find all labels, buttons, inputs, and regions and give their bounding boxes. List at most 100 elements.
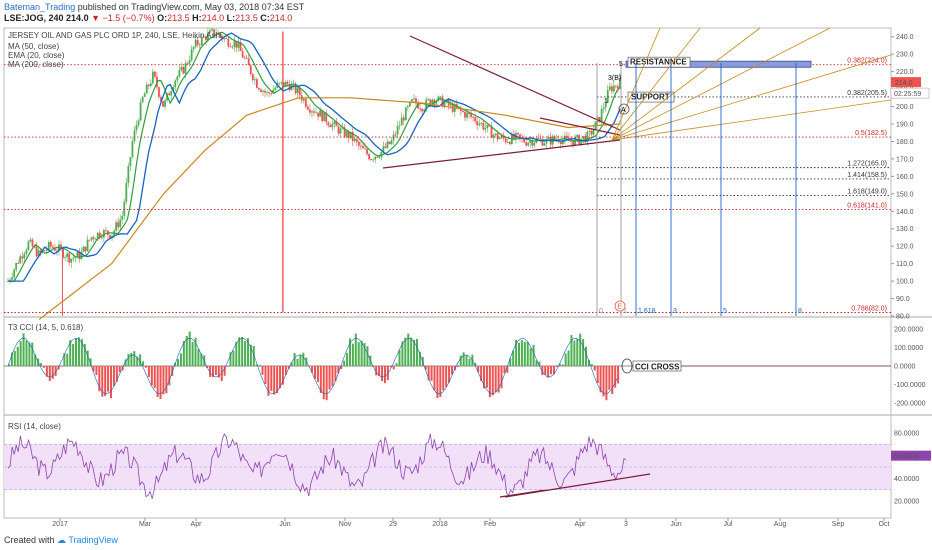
- candle-body: [572, 141, 574, 146]
- candle: [304, 96, 307, 109]
- cci-bar: [302, 352, 305, 366]
- candle: [88, 239, 91, 242]
- candle: [198, 42, 201, 50]
- candle: [19, 253, 22, 265]
- price-tick-label: 200.0: [896, 104, 914, 111]
- cci-bar: [241, 336, 244, 366]
- candle: [321, 109, 324, 123]
- candle: [51, 244, 54, 250]
- candle: [21, 251, 24, 264]
- candle-body: [398, 125, 401, 127]
- legend-rsi[interactable]: RSI (14, close): [8, 422, 61, 431]
- candle-body: [17, 262, 20, 264]
- cci-bar: [165, 366, 168, 394]
- candle-body: [580, 138, 583, 144]
- cci-bar: [576, 339, 579, 366]
- cci-bar: [465, 354, 468, 366]
- price-tick-label: 180.0: [896, 139, 914, 146]
- cci-bar: [139, 354, 142, 366]
- candle-body: [94, 238, 97, 240]
- x-tick-label: Aug: [774, 521, 787, 528]
- legend-ma50[interactable]: MA (50, close): [8, 42, 60, 51]
- cci-bar: [558, 363, 561, 366]
- candle: [278, 82, 281, 86]
- price-tick-label: 90.0: [896, 296, 910, 303]
- candle-body: [229, 46, 232, 48]
- countdown-tag: [890, 87, 930, 99]
- cci-bar: [398, 350, 401, 366]
- legend-ma200[interactable]: MA (200, close): [8, 60, 64, 69]
- candle: [209, 28, 211, 34]
- cci-bar: [19, 341, 22, 366]
- price-tick-label: 160.0: [896, 174, 914, 181]
- author-link[interactable]: Bateman_Trading: [4, 2, 76, 12]
- candle-body: [268, 92, 271, 94]
- candle: [306, 104, 309, 111]
- candle: [190, 45, 193, 62]
- candle-body: [329, 125, 332, 128]
- candle-body: [249, 65, 252, 75]
- candle-body: [351, 131, 354, 142]
- candle: [90, 236, 93, 242]
- candle-body: [372, 159, 375, 161]
- publish-line: Bateman_Trading published on TradingView…: [4, 2, 304, 13]
- created-with-label: Created with: [4, 535, 55, 545]
- price-tick-label: 80.0: [896, 314, 910, 321]
- cci-bar: [92, 366, 95, 372]
- cci-bar: [351, 343, 354, 366]
- candle-body: [223, 38, 226, 40]
- cci-bar: [593, 366, 596, 371]
- cci-bar: [552, 366, 555, 375]
- candle-body: [186, 63, 189, 65]
- cci-bar: [185, 336, 188, 366]
- time-fib-label: 0: [599, 308, 603, 315]
- candle-body: [325, 112, 328, 123]
- candle: [168, 91, 171, 96]
- cci-bar: [147, 366, 150, 377]
- candle: [411, 98, 413, 103]
- cci-bar: [445, 366, 448, 387]
- candle-body: [66, 253, 69, 258]
- ohlc-high-label: H:: [192, 13, 202, 23]
- candle: [523, 135, 526, 144]
- legend-ema20[interactable]: EMA (20, close): [8, 51, 65, 60]
- candle-body: [382, 146, 385, 152]
- candle-body: [278, 82, 281, 84]
- cci-bar: [401, 341, 404, 366]
- candle-body: [464, 112, 466, 118]
- legend-cci[interactable]: T3 CCI (14, 5, 0.618): [8, 323, 84, 332]
- resistance-zone: [625, 60, 812, 68]
- x-tick-label: Apr: [191, 521, 203, 528]
- price-tick-label: 240.0: [896, 34, 914, 41]
- candle-body: [496, 133, 499, 140]
- candle-body: [431, 99, 434, 105]
- candle-body: [139, 102, 142, 121]
- candle-body: [211, 29, 213, 31]
- cci-bar: [252, 345, 255, 366]
- candle-body: [347, 131, 350, 139]
- x-tick-label: Jun: [670, 521, 681, 528]
- cci-bar: [605, 366, 608, 401]
- candle: [547, 134, 550, 140]
- candle-body: [88, 239, 91, 241]
- candle-body: [566, 135, 568, 138]
- cci-bar: [267, 366, 270, 396]
- candle-body: [253, 79, 256, 81]
- candle-body: [468, 112, 470, 114]
- candle: [610, 83, 613, 95]
- candle-body: [619, 77, 621, 89]
- support-label-box: [627, 91, 675, 103]
- cci-bar: [485, 366, 488, 388]
- candle: [586, 129, 589, 146]
- cci-bar: [360, 340, 363, 366]
- candle: [223, 37, 226, 43]
- candle: [602, 103, 605, 114]
- tradingview-brand[interactable]: TradingView: [68, 535, 118, 545]
- cci-bar: [279, 366, 282, 389]
- candle: [49, 239, 52, 252]
- candle: [127, 162, 130, 188]
- cci-bar: [118, 366, 121, 373]
- cci-bar: [550, 366, 553, 375]
- candle-body: [188, 60, 191, 64]
